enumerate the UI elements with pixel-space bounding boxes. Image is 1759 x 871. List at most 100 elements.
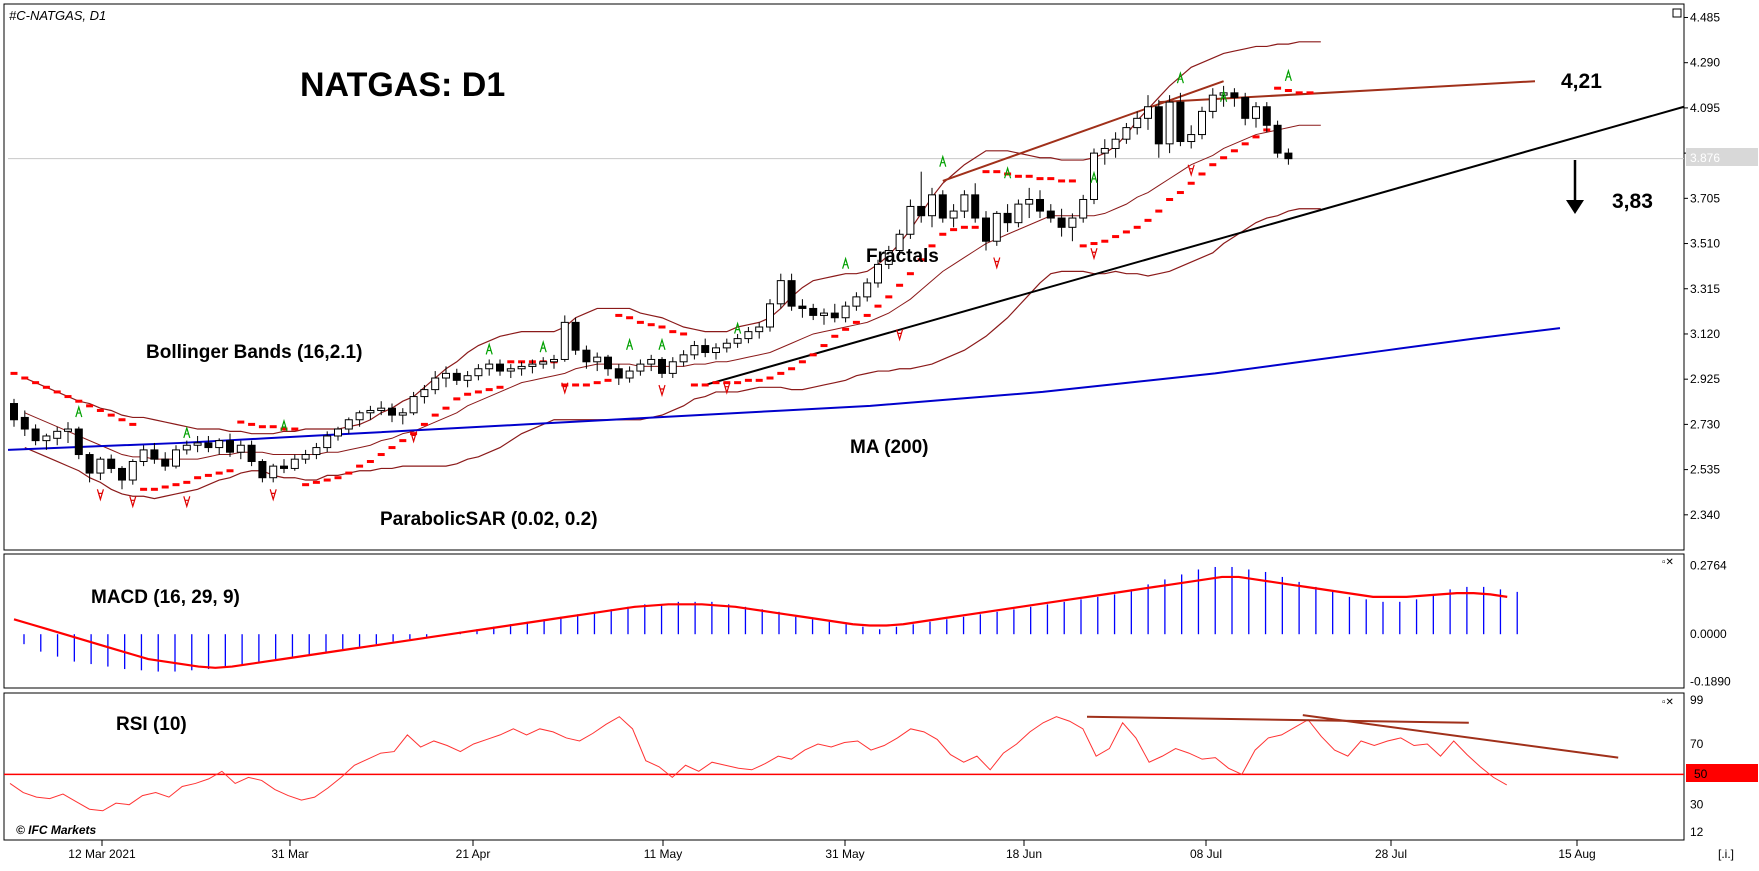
bollinger-lower-band [24,208,1321,500]
candle-body [226,440,234,453]
info-button[interactable]: [.i.] [1718,847,1734,861]
rsi-trendline [1086,715,1469,724]
price-axis-label: 3.510 [1690,237,1720,251]
macd-annotation: MACD (16, 29, 9) [91,587,240,608]
candle-body [377,407,386,411]
price-axis-label: 4.290 [1690,56,1720,70]
candle-body [874,263,882,284]
current-price-box [1686,148,1758,166]
rsi-level-value: 50 [1694,767,1708,781]
candle-body [949,210,958,219]
level-target-annotation: 3,83 [1612,190,1653,213]
fractal-down-marker [561,382,569,395]
candle-body [733,338,742,344]
candle-body [1133,117,1142,129]
candle-body [236,444,245,453]
price-axis-label: 2.730 [1690,417,1720,431]
candle-body [614,368,623,379]
candle-body [625,370,634,379]
panel-maximize-close-icon-rsi[interactable]: ▫✕ [1662,697,1674,708]
candle-body [1230,92,1239,98]
price-axis-label: 3.120 [1690,327,1720,341]
price-axis-label: 2.925 [1690,372,1720,386]
date-axis-label: 28 Jul [1375,847,1407,861]
date-axis-label: 21 Apr [456,847,491,861]
candle-body [1154,106,1163,145]
candle-body [1165,101,1174,145]
candle-body [301,454,310,460]
candle-body [1057,217,1066,228]
candle-body [474,368,483,377]
macd-axis-label: 0.0000 [1690,627,1727,641]
candle-body [722,342,731,349]
fractal-down-marker [896,329,904,342]
candle-body [820,312,828,316]
candle-body [280,465,288,469]
candle-body [668,361,677,374]
candle-body [571,321,580,351]
rsi-panel-frame [3,692,1685,841]
price-axis-label: 2.340 [1690,508,1720,522]
rsi-axis-label: 70 [1690,737,1704,751]
candle-body [938,194,947,219]
candle-body [658,358,666,374]
candle-body [787,280,796,307]
candle-body [798,305,807,309]
rsi-axis-label: 99 [1690,693,1704,707]
date-axis-label: 11 May [644,847,682,861]
fractal-up-marker [1004,166,1012,179]
candle-body [334,428,342,437]
candle-body [463,375,472,381]
candle-body [776,280,785,305]
candle-body [150,449,159,460]
candle-body [1068,217,1077,228]
candle-body [355,412,364,421]
candle-body [766,303,774,328]
rsi-axis-label: 12 [1690,825,1704,839]
candle-body [895,233,904,251]
date-axis-label: 18 Jun [1006,847,1042,861]
candle-body [1111,138,1120,149]
candle-body [744,331,753,340]
candle-body [452,372,461,381]
fractal-up-marker [1090,170,1098,184]
candle-body [1252,106,1260,119]
candle-body [1079,198,1088,219]
candle-body [647,358,656,365]
candle-body [582,349,591,363]
candle-body [1284,152,1293,160]
candle-body [161,458,170,467]
price-axis-label: 3.705 [1690,191,1720,205]
fractal-up-marker [1284,68,1292,82]
candle-body [992,212,1001,242]
maximize-icon[interactable] [1672,8,1682,18]
ma-annotation: MA (200) [850,437,928,458]
support-trendline [704,105,1685,386]
panel-maximize-close-icon[interactable]: ▫✕ [1662,557,1674,568]
candle-body [1100,147,1109,154]
candle-body [107,458,116,469]
fractal-up-marker [485,342,493,355]
fractal-down-marker [1090,248,1098,261]
candle-body [852,296,861,307]
candle-body [1036,198,1044,212]
current-price-value: 3.876 [1690,151,1720,165]
down-arrow-icon [1566,160,1584,214]
candle-body [1273,124,1282,154]
candle-body [85,454,94,474]
macd-panel-frame [3,553,1685,689]
date-axis-label: 15 Aug [1558,847,1595,861]
candle-body [193,442,202,446]
candle-body [204,442,213,449]
candle-body [409,396,418,414]
price-series-layer [7,41,1685,509]
price-axis-label: 2.535 [1690,463,1720,477]
candle-body [1090,152,1098,200]
candle-body [20,416,29,430]
candle-body [1208,94,1217,112]
candle-body [269,465,278,479]
candle-body [118,467,126,481]
candle-body [96,458,105,474]
fractal-down-marker [183,496,191,509]
